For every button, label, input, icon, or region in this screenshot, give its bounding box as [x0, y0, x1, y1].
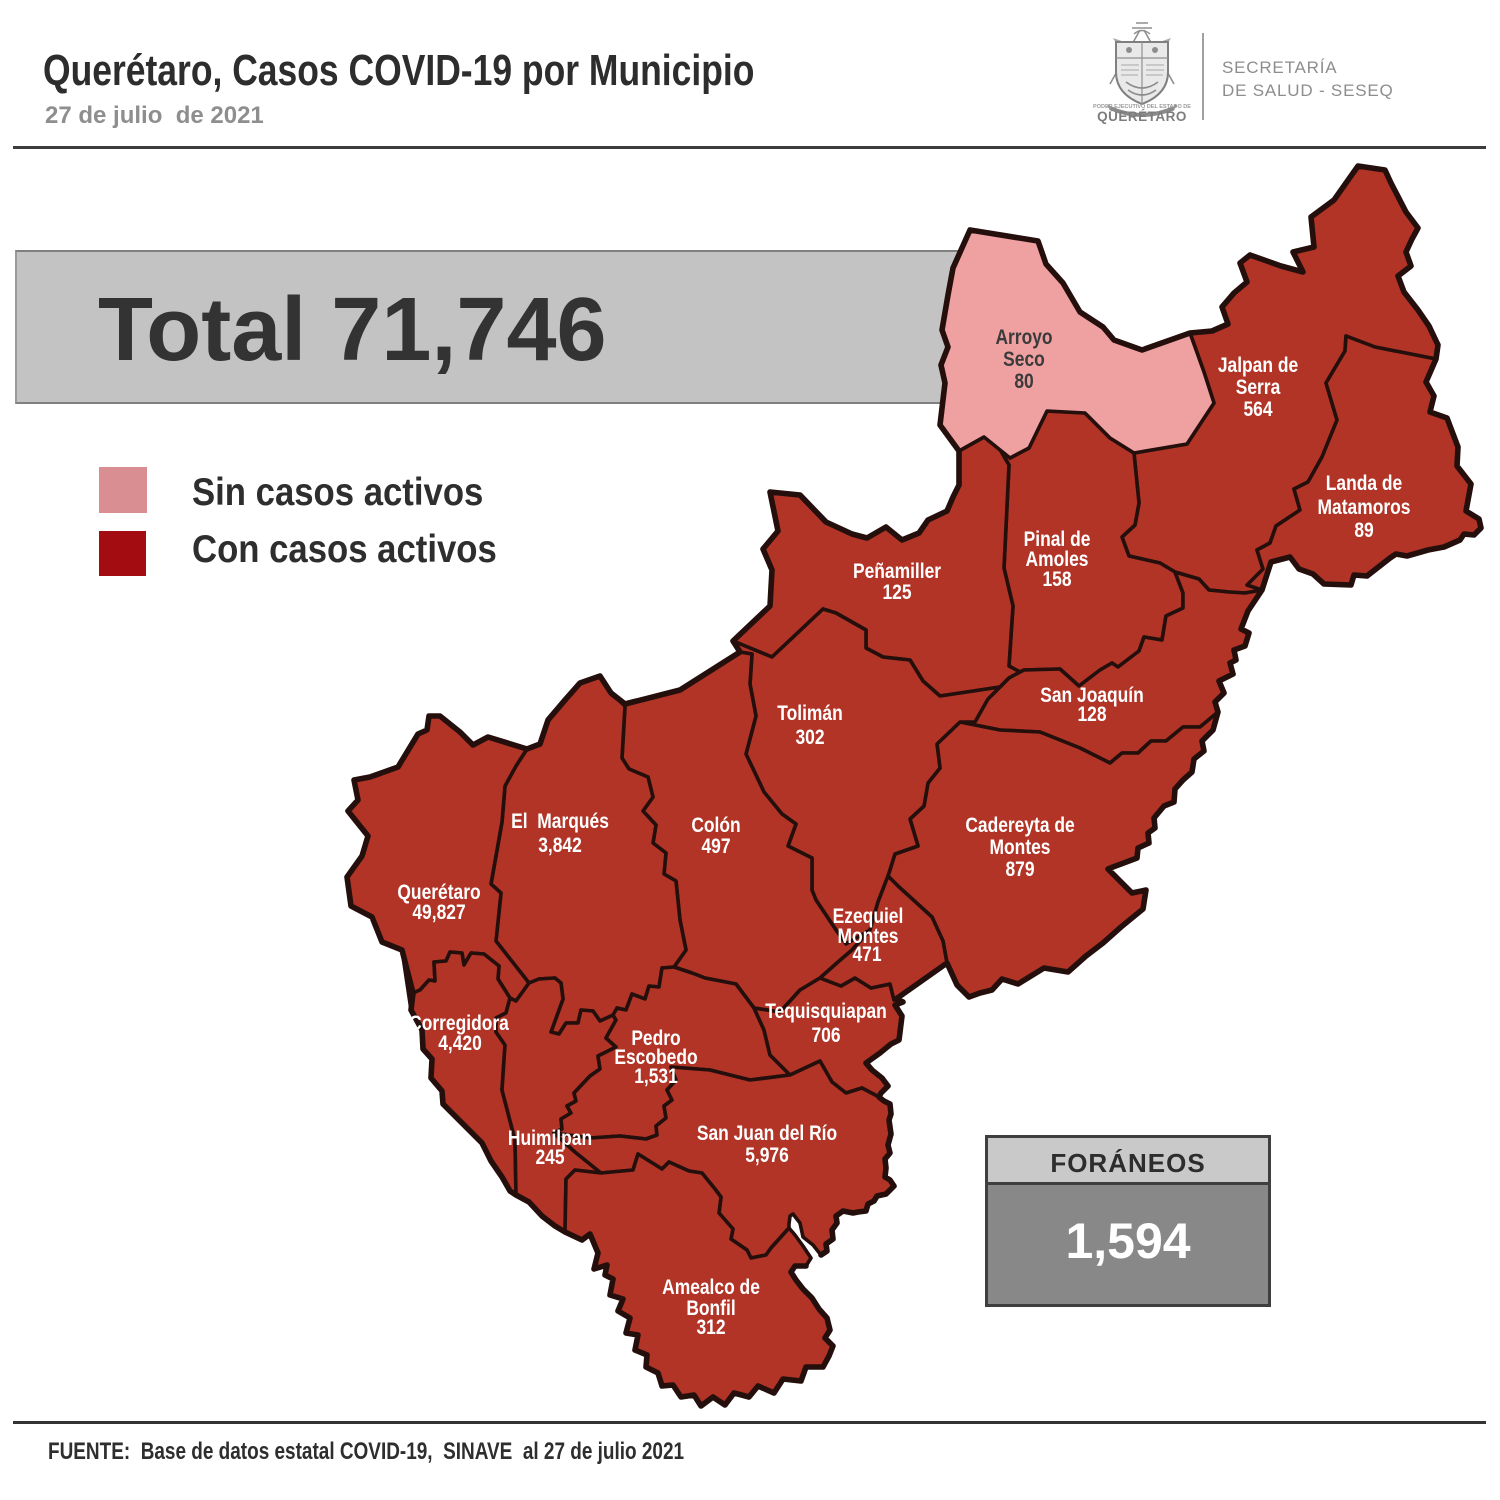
- svg-text:471: 471: [852, 944, 881, 967]
- svg-text:706: 706: [811, 1025, 840, 1048]
- svg-text:Tolimán: Tolimán: [777, 703, 842, 726]
- svg-text:Serra: Serra: [1236, 377, 1281, 400]
- svg-text:302: 302: [795, 727, 824, 750]
- svg-text:245: 245: [535, 1147, 564, 1170]
- svg-text:Colón: Colón: [691, 815, 740, 838]
- svg-text:Cadereyta de: Cadereyta de: [965, 815, 1075, 838]
- svg-text:5,976: 5,976: [745, 1145, 789, 1168]
- svg-text:Corregidora: Corregidora: [409, 1013, 509, 1036]
- svg-text:Landa de: Landa de: [1326, 473, 1403, 496]
- svg-text:128: 128: [1077, 704, 1106, 727]
- svg-text:Montes: Montes: [990, 837, 1051, 860]
- svg-text:1,531: 1,531: [634, 1066, 678, 1089]
- svg-text:497: 497: [701, 836, 730, 859]
- svg-text:4,420: 4,420: [438, 1033, 482, 1056]
- svg-text:Tequisquiapan: Tequisquiapan: [765, 1001, 887, 1024]
- svg-text:Ezequiel: Ezequiel: [833, 906, 904, 929]
- svg-text:Amoles: Amoles: [1026, 549, 1089, 572]
- svg-text:125: 125: [882, 582, 911, 605]
- svg-text:89: 89: [1354, 520, 1373, 543]
- svg-text:312: 312: [696, 1317, 725, 1340]
- svg-text:80: 80: [1014, 371, 1033, 394]
- svg-text:DE SALUD - SESEQ: DE SALUD - SESEQ: [1222, 81, 1394, 100]
- svg-text:49,827: 49,827: [412, 902, 465, 925]
- svg-text:QUERÉTARO: QUERÉTARO: [1097, 109, 1187, 124]
- svg-text:Pedro: Pedro: [631, 1028, 681, 1051]
- svg-text:Querétaro: Querétaro: [397, 882, 480, 905]
- svg-text:San Juan del Río: San Juan del Río: [697, 1123, 838, 1146]
- svg-text:Pinal de: Pinal de: [1024, 529, 1091, 552]
- svg-text:Peñamiller: Peñamiller: [853, 561, 942, 584]
- svg-text:Montes: Montes: [838, 926, 899, 949]
- svg-text:Escobedo: Escobedo: [614, 1047, 697, 1070]
- svg-text:Huimilpan: Huimilpan: [508, 1128, 592, 1151]
- svg-text:564: 564: [1243, 399, 1272, 422]
- svg-text:El Marqués: El Marqués: [511, 811, 609, 834]
- svg-text:San Joaquín: San Joaquín: [1040, 685, 1144, 708]
- svg-text:SECRETARÍA: SECRETARÍA: [1222, 58, 1337, 77]
- svg-text:Matamoros: Matamoros: [1318, 497, 1411, 520]
- svg-text:Jalpan de: Jalpan de: [1218, 355, 1299, 378]
- svg-text:879: 879: [1005, 859, 1034, 882]
- svg-text:158: 158: [1042, 569, 1071, 592]
- svg-text:Amealco de: Amealco de: [662, 1277, 760, 1300]
- svg-text:Arroyo: Arroyo: [995, 327, 1052, 350]
- svg-text:PODER EJECUTIVO DEL ESTADO DE: PODER EJECUTIVO DEL ESTADO DE: [1093, 104, 1191, 110]
- svg-text:3,842: 3,842: [538, 835, 582, 858]
- svg-text:Bonfil: Bonfil: [686, 1298, 735, 1321]
- svg-text:Seco: Seco: [1003, 349, 1045, 372]
